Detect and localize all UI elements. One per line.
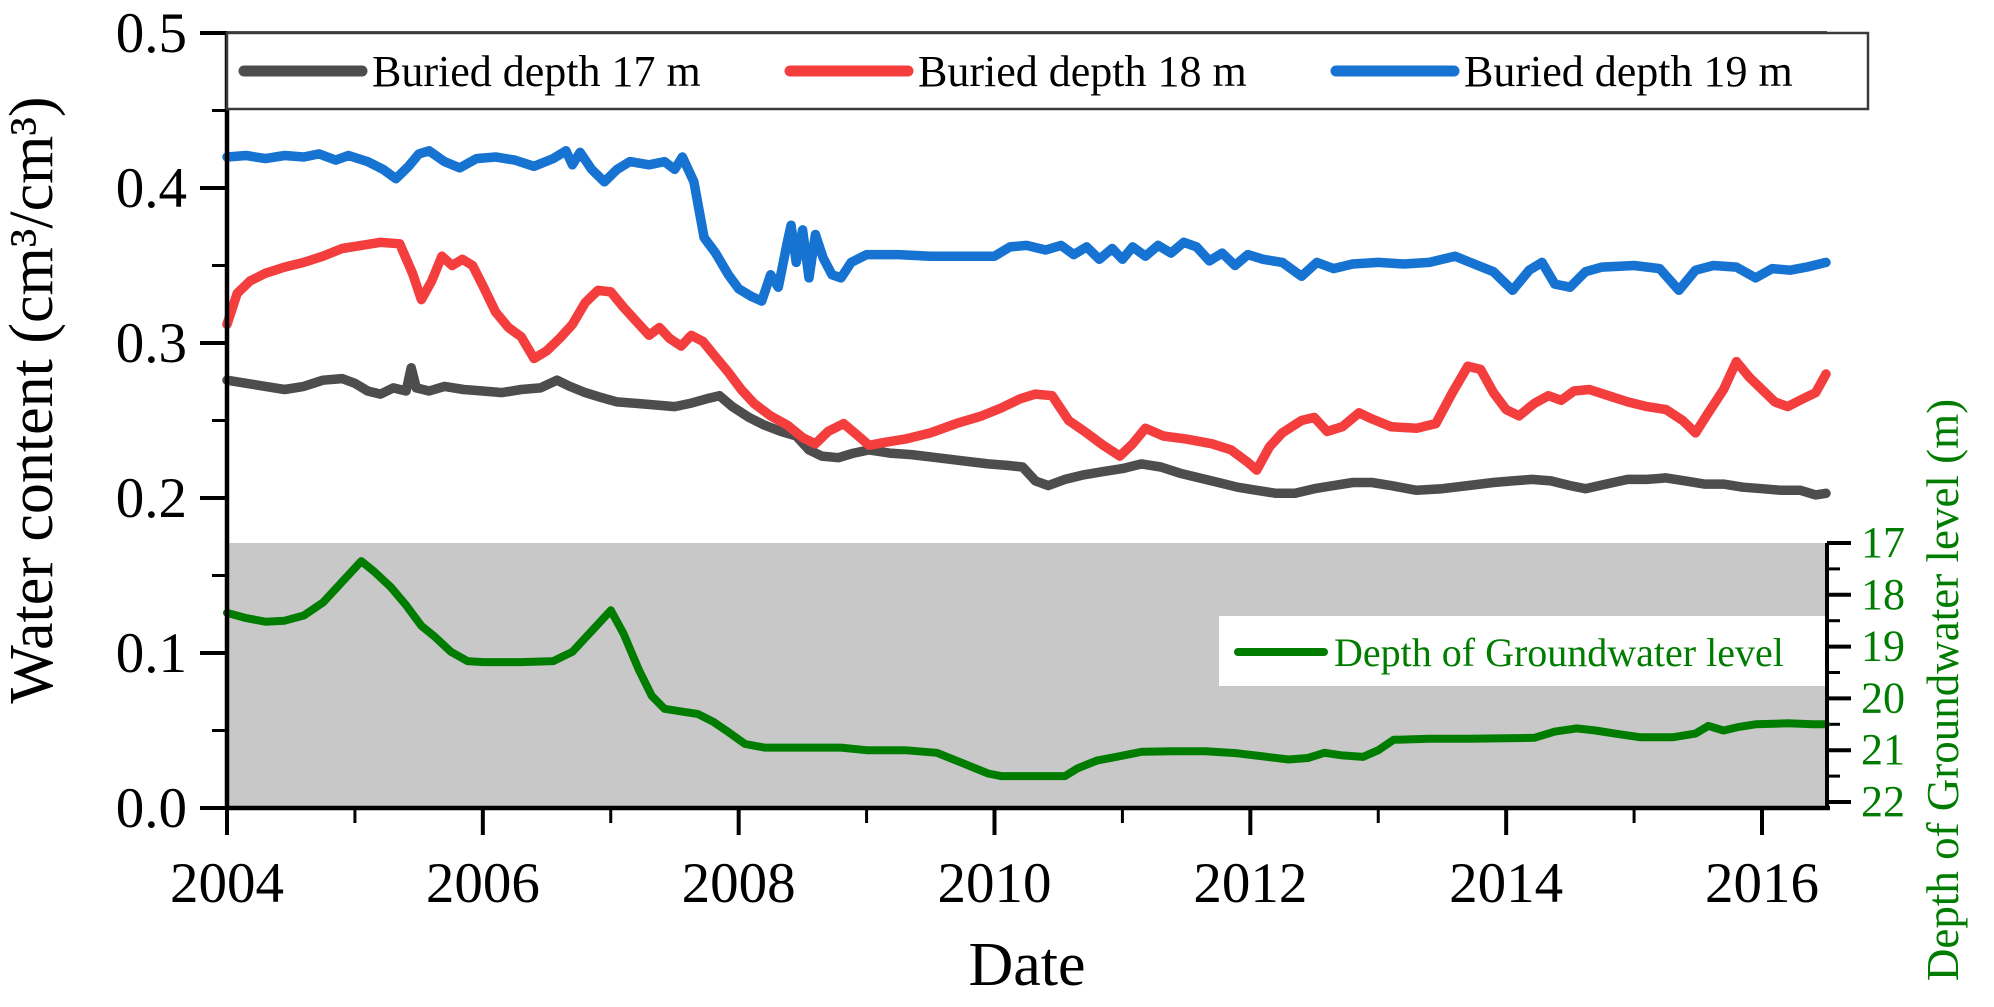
y-left-tick-label: 0.2 (116, 467, 187, 530)
legend-label-depth18: Buried depth 18 m (918, 47, 1247, 96)
series-line-buried-depth-18-m (222, 237, 1831, 475)
series-line-depth-of-groundwater-level (223, 557, 1830, 781)
y-left-tick-label: 0.4 (116, 157, 187, 220)
y-axis-title-right: Depth of Groundwater level (m) (1918, 399, 1968, 981)
y-axis-title-left: Water content (cm³/cm³) (0, 96, 66, 703)
y-right-tick-label: 18 (1861, 570, 1905, 619)
series-line-buried-depth-17-m (222, 363, 1831, 500)
legend-label-depth17: Buried depth 17 m (372, 47, 701, 96)
legend-label-groundwater: Depth of Groundwater level (1334, 630, 1784, 675)
groundwater-legend: Depth of Groundwater level (1219, 616, 1825, 686)
x-tick-label: 2008 (682, 852, 796, 915)
x-axis-title: Date (968, 931, 1085, 999)
chart-dynamic-layer: 2004 2006 2008 2010 2012 2014 2016 0.0 0.1 0.2 0.3… (116, 2, 1905, 915)
y-left-tick-label: 0.0 (116, 777, 187, 840)
y-left-tick-label: 0.1 (116, 622, 187, 685)
legend-frame (225, 31, 1870, 111)
x-tick-label: 2016 (1705, 852, 1819, 915)
x-tick-label: 2014 (1449, 852, 1563, 915)
y-left-tick-label: 0.5 (116, 2, 187, 65)
legend: Buried depth 17 m Buried depth 18 m Buri… (225, 31, 1870, 111)
x-tick-label: 2004 (170, 852, 284, 915)
legend-label-depth19: Buried depth 19 m (1464, 47, 1793, 96)
x-tick-label: 2012 (1193, 852, 1307, 915)
y-left-tick-label: 0.3 (116, 312, 187, 375)
y-right-tick-label: 21 (1861, 725, 1905, 774)
x-tick-label: 2006 (426, 852, 540, 915)
y-right-tick-label: 20 (1861, 673, 1905, 722)
series-line-buried-depth-19-m (222, 146, 1831, 306)
y-right-tick-label: 17 (1861, 518, 1905, 567)
x-tick-label: 2010 (938, 852, 1052, 915)
y-right-tick-label: 19 (1861, 622, 1905, 671)
y-right-tick-label: 22 (1861, 777, 1905, 826)
